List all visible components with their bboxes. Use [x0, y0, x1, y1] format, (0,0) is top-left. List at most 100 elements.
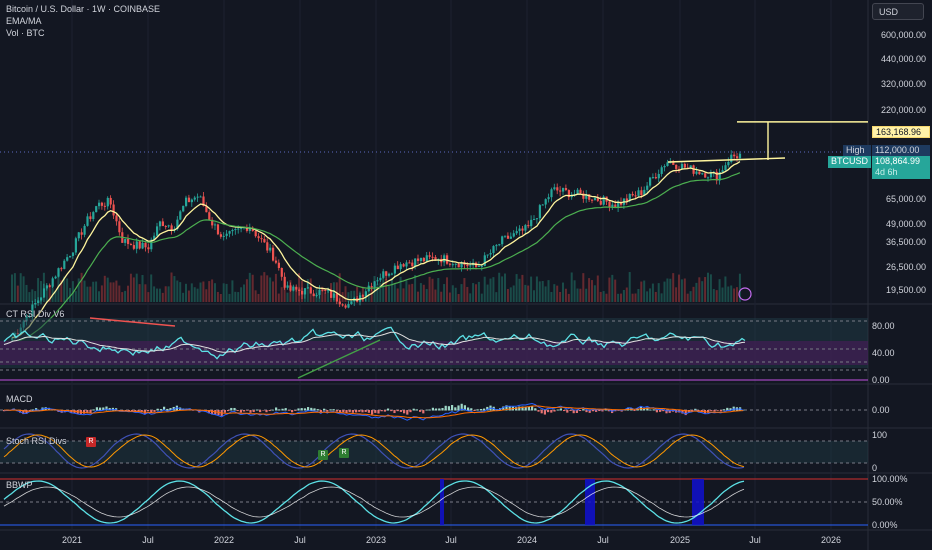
volume-bar — [74, 291, 77, 302]
volume-bar — [173, 276, 176, 302]
macd-hist-bar — [278, 409, 281, 411]
volume-bar — [649, 288, 651, 302]
macd-pane-label[interactable]: MACD — [6, 394, 33, 404]
volume-bar — [570, 272, 573, 302]
candle — [103, 205, 106, 207]
price-tick: 19,500.00 — [885, 285, 926, 295]
macd-hist-bar — [310, 407, 313, 411]
candle — [390, 273, 394, 275]
candle — [214, 224, 217, 226]
candle — [231, 229, 234, 232]
volume-bar — [712, 288, 715, 302]
candle — [579, 189, 582, 194]
macd-hist-bar — [591, 410, 594, 412]
candle — [428, 255, 431, 257]
candle — [34, 302, 37, 305]
candle — [411, 262, 414, 267]
volume-bar — [596, 275, 599, 302]
macd-hist-bar — [275, 407, 278, 411]
candle — [182, 205, 185, 212]
macd-hist-bar — [150, 410, 153, 413]
candle — [460, 262, 463, 268]
candle — [643, 189, 646, 196]
macd-hist-bar — [665, 410, 668, 414]
macd-hist-bar — [262, 410, 265, 411]
candle — [617, 202, 620, 208]
candle — [286, 285, 289, 288]
candle — [382, 271, 385, 278]
time-tick: 2023 — [365, 535, 387, 545]
candle — [109, 197, 112, 205]
candle — [736, 156, 739, 159]
candle — [57, 268, 60, 277]
volume-bar — [347, 292, 350, 302]
candle — [208, 212, 211, 220]
indicator-volume[interactable]: Vol · BTC — [6, 28, 45, 38]
candle — [190, 199, 193, 203]
macd-hist-bar — [355, 410, 358, 413]
bearish-div-line — [89, 317, 176, 327]
volume-bar — [283, 280, 286, 302]
macd-hist-bar — [428, 409, 431, 411]
candle — [660, 167, 663, 174]
candle — [321, 289, 324, 291]
candle — [179, 211, 182, 220]
volume-bar — [170, 272, 173, 302]
candle — [100, 202, 104, 206]
candle — [283, 276, 286, 288]
candle — [698, 171, 701, 175]
bbwp-pane-label[interactable]: BBWP — [6, 480, 33, 490]
macd-hist-bar — [550, 410, 553, 413]
volume-bar — [593, 285, 596, 302]
target-price-tag[interactable]: 163,168.96 — [872, 126, 930, 138]
candle — [701, 173, 704, 175]
candle — [483, 255, 486, 266]
macd-hist-bar — [585, 410, 588, 413]
volume-bar — [437, 277, 440, 302]
candle — [89, 216, 92, 219]
candle — [402, 264, 405, 267]
candle — [306, 287, 309, 289]
macd-hist-bar — [233, 407, 236, 411]
currency-button[interactable]: USD — [872, 3, 924, 20]
macd-hist-bar — [159, 409, 162, 411]
candle — [344, 305, 347, 308]
candle — [138, 241, 141, 249]
macd-hist-bar — [483, 408, 486, 411]
macd-hist-bar — [444, 405, 447, 411]
rsi-pane-label[interactable]: CT RSI Div V6 — [6, 309, 65, 319]
time-tick: 2025 — [669, 535, 691, 545]
candle — [434, 257, 437, 261]
price-tick: 320,000.00 — [880, 79, 926, 89]
candle — [477, 265, 481, 267]
stoch-signal-badge: R — [86, 437, 96, 447]
candle — [689, 165, 692, 168]
volume-bar — [34, 291, 37, 302]
macd-hist-bar — [361, 410, 364, 413]
volume-bar — [727, 286, 730, 302]
macd-hist-bar — [646, 407, 649, 411]
volume-bar — [591, 280, 593, 302]
indicator-ema-ma[interactable]: EMA/MA — [6, 16, 42, 26]
macd-tick: 0.00 — [872, 405, 890, 415]
candle — [480, 265, 483, 267]
macd-hist-bar — [252, 410, 255, 413]
candle — [596, 197, 599, 201]
macd-hist-bar — [230, 407, 233, 411]
macd-hist-bar — [659, 410, 662, 412]
volume-bar — [620, 293, 622, 302]
macd-hist-bar — [403, 410, 406, 414]
macd-hist-bar — [524, 407, 527, 411]
symbol-title[interactable]: Bitcoin / U.S. Dollar · 1W · COINBASE — [6, 4, 161, 14]
stoch-pane-label[interactable]: Stoch RSI Divs — [6, 436, 67, 446]
macd-hist-bar — [566, 410, 569, 413]
volume-bar — [738, 273, 741, 302]
candle — [161, 221, 164, 227]
volume-bar — [686, 293, 689, 302]
macd-hist-bar — [140, 410, 143, 413]
volume-bar — [25, 284, 28, 302]
volume-bar — [704, 277, 707, 302]
candle — [585, 194, 588, 199]
macd-hist-bar — [457, 405, 460, 411]
